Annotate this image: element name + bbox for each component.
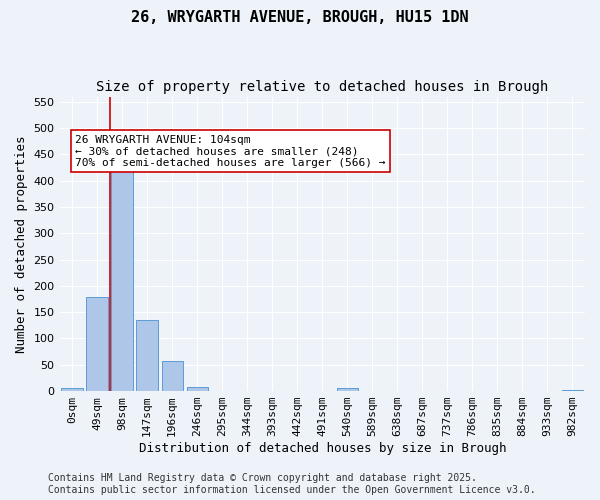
Bar xyxy=(86,298,108,391)
Bar xyxy=(112,166,133,391)
Y-axis label: Number of detached properties: Number of detached properties xyxy=(15,135,28,352)
Bar xyxy=(187,388,208,391)
Bar xyxy=(61,388,83,391)
Bar xyxy=(562,390,583,391)
Text: 26 WRYGARTH AVENUE: 104sqm
← 30% of detached houses are smaller (248)
70% of sem: 26 WRYGARTH AVENUE: 104sqm ← 30% of deta… xyxy=(76,135,386,168)
Text: 26, WRYGARTH AVENUE, BROUGH, HU15 1DN: 26, WRYGARTH AVENUE, BROUGH, HU15 1DN xyxy=(131,10,469,25)
Bar xyxy=(337,388,358,391)
Bar xyxy=(136,320,158,391)
Bar xyxy=(161,360,183,391)
Text: Contains HM Land Registry data © Crown copyright and database right 2025.
Contai: Contains HM Land Registry data © Crown c… xyxy=(48,474,536,495)
Title: Size of property relative to detached houses in Brough: Size of property relative to detached ho… xyxy=(96,80,548,94)
X-axis label: Distribution of detached houses by size in Brough: Distribution of detached houses by size … xyxy=(139,442,506,455)
